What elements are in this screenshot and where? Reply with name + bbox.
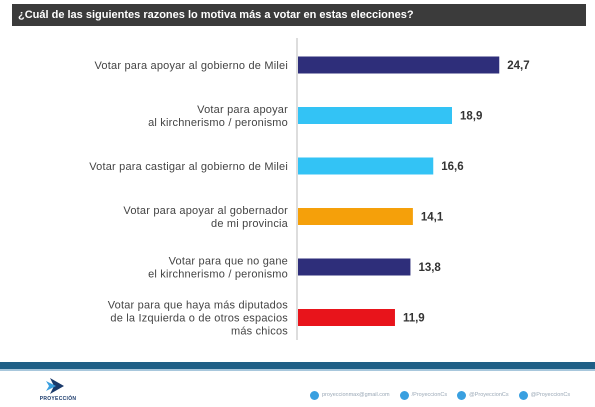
value-label-6: 11,9 — [403, 313, 425, 325]
bar-5 — [298, 258, 411, 276]
chart-title: ¿Cuál de las siguientes razones lo motiv… — [18, 9, 414, 21]
bar-chart: 24,7 Votar para apoyar al gobierno de Mil… — [89, 38, 530, 340]
category-label-2: Votar para apoyar al kirchnerismo / peron… — [148, 104, 288, 129]
facebook-icon — [399, 390, 409, 400]
bar-1 — [298, 56, 500, 74]
value-label-1: 24,7 — [507, 60, 529, 72]
footer-band — [0, 362, 595, 369]
logo-text: PROYECCIÓN — [39, 396, 77, 402]
bar-4 — [298, 208, 413, 225]
footer-band-light — [0, 369, 595, 371]
title-bar: ¿Cuál de las siguientes razones lo motiv… — [8, 4, 586, 26]
contact-instagram[interactable]: @ProyeccionCs — [518, 390, 571, 400]
category-label-3: Votar para castigar al gobierno de Milei — [89, 161, 288, 173]
value-label-2: 18,9 — [460, 111, 482, 123]
contact-facebook[interactable]: /ProyeccionCs — [399, 390, 448, 400]
contact-facebook-text: /ProyeccionCs — [411, 392, 448, 398]
logo-arrow-icon — [46, 378, 64, 394]
contact-mail-text: proyeccionmax@gmail.com — [322, 392, 390, 398]
instagram-icon — [518, 390, 528, 400]
twitter-icon — [457, 390, 467, 400]
proyeccion-logo: PROYECCIÓN — [28, 376, 88, 406]
category-label-6: Votar para que haya más diputados de la I… — [108, 300, 289, 338]
category-label-4: Votar para apoyar al gobernador de mi pro… — [123, 205, 288, 230]
contact-twitter-text: @ProyeccionCs — [469, 392, 509, 398]
value-label-5: 13,8 — [418, 262, 441, 274]
contact-twitter[interactable]: @ProyeccionCs — [457, 390, 509, 400]
bar-3 — [298, 157, 434, 175]
contact-instagram-text: @ProyeccionCs — [530, 392, 571, 398]
contact-mail[interactable]: proyeccionmax@gmail.com — [310, 390, 390, 400]
category-label-1: Votar para apoyar al gobierno de Milei — [95, 60, 289, 72]
value-label-4: 14,1 — [421, 212, 444, 224]
footer-contacts: proyeccionmax@gmail.com /ProyeccionCs @P… — [310, 389, 570, 401]
bar-6 — [298, 309, 395, 326]
value-label-3: 16,6 — [441, 161, 463, 173]
title-accent — [8, 4, 12, 26]
category-label-5: Votar para que no gane el kirchnerismo / … — [148, 256, 288, 281]
mail-icon — [310, 390, 319, 400]
bar-2 — [298, 107, 452, 124]
